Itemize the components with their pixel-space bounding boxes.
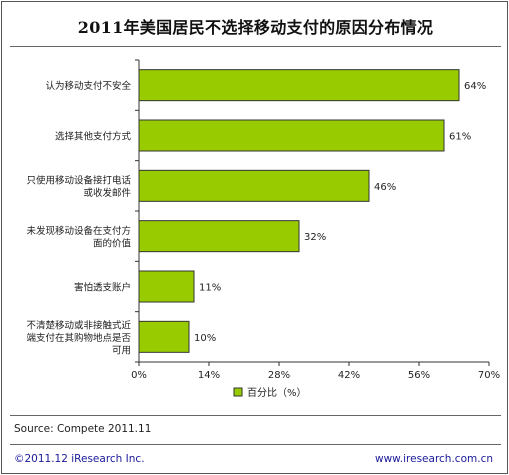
bar-chart: 0% 14% 28% 42% 56% 70% 64% 认为移动支付不安全 61% 选择其他支付方式… — [26, 59, 500, 399]
category-label: 面的价值 — [93, 237, 132, 249]
x-tick-label: 42% — [338, 370, 360, 381]
category-label: 害怕透支账户 — [74, 282, 131, 294]
chart-title: 2011年美国居民不选择移动支付的原因分布情况 — [77, 18, 434, 37]
footer-divider — [10, 444, 501, 445]
category-label: 选择其他支付方式 — [55, 131, 132, 143]
data-label: 61% — [449, 132, 471, 143]
bar — [138, 220, 300, 253]
x-tick-label: 14% — [198, 370, 220, 381]
data-label: 46% — [374, 182, 396, 193]
bar — [138, 119, 445, 152]
category-label: 只使用移动设备接打电话 — [26, 175, 131, 187]
category-label: 认为移动支付不安全 — [45, 80, 131, 92]
category-label: 端支付在其购物地点是否 — [26, 332, 131, 344]
source-divider — [10, 415, 501, 416]
copyright-text: ©2011.12 iResearch Inc. — [14, 453, 145, 465]
data-label: 11% — [199, 283, 221, 294]
category-label: 未发现移动设备在支付方 — [26, 225, 131, 237]
bar — [138, 69, 460, 102]
title-divider — [10, 46, 501, 47]
website-link[interactable]: www.iresearch.com.cn — [374, 453, 493, 465]
data-label: 10% — [194, 333, 216, 344]
category-label: 不清楚移动或非接触式近 — [26, 319, 131, 331]
x-tick-label: 56% — [408, 370, 430, 381]
data-label: 64% — [464, 81, 486, 92]
bar — [138, 169, 370, 202]
category-label: 可用 — [112, 345, 131, 356]
x-tick-label: 28% — [268, 370, 290, 381]
bar — [138, 320, 190, 353]
legend-swatch — [233, 387, 243, 397]
x-tick-label: 70% — [478, 370, 500, 381]
source-note: Source: Compete 2011.11 — [14, 423, 152, 435]
legend-label: 百分比（%） — [247, 387, 307, 399]
bar — [138, 270, 195, 303]
x-tick-label: 0% — [131, 370, 147, 381]
category-label: 或收发邮件 — [83, 187, 131, 199]
data-label: 32% — [304, 232, 326, 243]
